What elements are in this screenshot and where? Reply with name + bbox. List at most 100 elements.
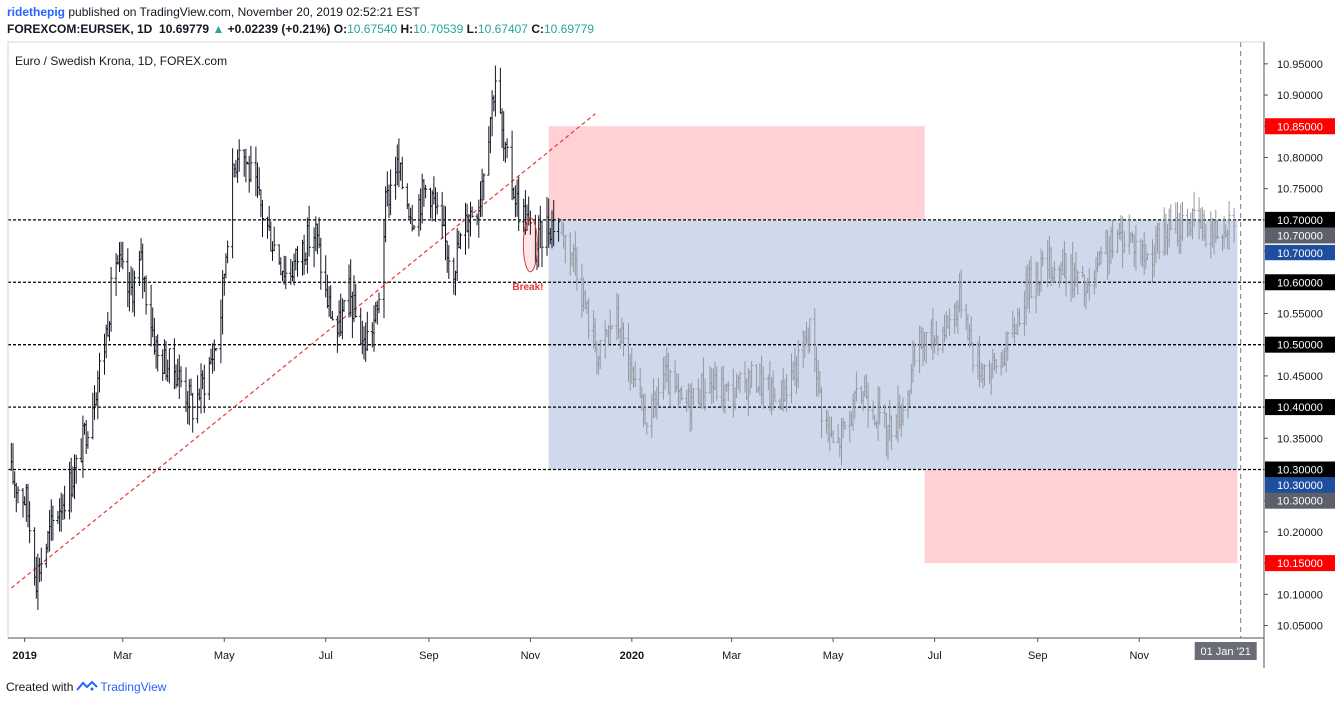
publish-text: published on TradingView.com, November 2… — [68, 5, 420, 19]
y-tick-label: 10.95000 — [1277, 59, 1323, 71]
ohlc-bar — [242, 149, 246, 177]
price-tag-box — [1265, 492, 1335, 509]
price-tag-label: 10.70000 — [1277, 248, 1323, 260]
ohlc-bar — [189, 378, 193, 396]
ohlc-bar — [144, 275, 148, 315]
close-label: C: — [531, 22, 544, 36]
ohlc-bar — [889, 415, 893, 450]
price-tag-label: 10.40000 — [1277, 402, 1323, 414]
ohlc-bar — [467, 214, 471, 249]
author-link[interactable]: ridethepig — [7, 5, 66, 19]
ohlc-bar — [610, 325, 614, 330]
low-label: L: — [466, 22, 478, 36]
x-tick-label: Sep — [1028, 650, 1048, 662]
price-tag-box — [1265, 260, 1335, 277]
ohlc-bar — [1215, 220, 1219, 240]
tradingview-link[interactable]: TradingView — [100, 680, 167, 694]
ohlc-bar — [982, 364, 987, 386]
ohlc-bar — [156, 334, 160, 372]
price-tag-box — [1265, 244, 1335, 261]
ohlc-bar — [936, 335, 940, 356]
ohlc-bar — [137, 250, 141, 286]
tradingview-logo-icon — [76, 680, 99, 695]
ohlc-bar — [545, 197, 549, 256]
ohlc-bar — [1052, 260, 1056, 284]
ohlc-bar — [761, 366, 765, 409]
ohlc-bar — [244, 148, 248, 183]
price-tag-box — [1265, 336, 1335, 353]
footer: Created with TradingView — [6, 680, 166, 695]
price-tag-box — [1265, 555, 1335, 572]
ohlc-bar — [458, 232, 463, 250]
ohlc-bar — [16, 486, 20, 504]
ohlc-bar — [48, 509, 52, 552]
ohlc-bar — [1204, 223, 1208, 247]
high-value: 10.70539 — [413, 22, 464, 36]
ohlc-bar — [294, 248, 298, 271]
ohlc-bar — [86, 431, 90, 449]
ohlc-bar — [129, 266, 133, 296]
ohlc-bar — [808, 318, 812, 353]
ohlc-bar — [284, 255, 288, 290]
price-tag-label: 10.50000 — [1277, 340, 1323, 352]
ohlc-bar — [1232, 207, 1236, 243]
price-tag-box — [1265, 227, 1335, 244]
y-tick-label: 10.55000 — [1277, 308, 1323, 320]
ohlc-bar — [109, 267, 113, 332]
ohlc-bar — [202, 364, 206, 413]
ohlc-bar — [1134, 225, 1138, 271]
history-bars — [9, 65, 561, 610]
ohlc-bar — [237, 139, 241, 172]
ohlc-bar — [971, 342, 975, 373]
ohlc-bar — [482, 173, 486, 201]
ohlc-bar — [866, 382, 870, 428]
ohlc-bar — [132, 270, 136, 317]
ohlc-bar — [668, 369, 672, 407]
ohlc-bar — [1017, 308, 1022, 327]
ohlc-bar — [703, 378, 707, 411]
x-tick-label: May — [214, 650, 235, 662]
ohlc-bar — [354, 283, 358, 318]
ohlc-bar — [63, 485, 67, 520]
price-tag-label: 10.85000 — [1277, 121, 1323, 133]
ohlc-bar — [924, 332, 928, 364]
y-tick-label: 10.75000 — [1277, 184, 1323, 196]
ohlc-bar — [84, 420, 88, 454]
ohlc-bar — [179, 366, 183, 388]
ohlc-bar — [498, 67, 502, 114]
ohlc-bar — [430, 190, 434, 222]
price-tag-label: 10.15000 — [1277, 558, 1323, 570]
ohlc-bar — [97, 352, 102, 393]
ohlc-bar — [289, 259, 293, 285]
ohlc-bar — [440, 191, 444, 239]
open-label: O: — [333, 22, 348, 36]
ohlc-bar — [114, 253, 118, 296]
ohlc-bar — [335, 315, 339, 353]
ohlc-bar — [61, 494, 65, 520]
ohlc-bar — [517, 176, 521, 231]
ohlc-bar — [1041, 251, 1045, 267]
ohlc-bar — [207, 357, 211, 400]
ohlc-bar — [330, 311, 334, 321]
ohlc-bar — [715, 366, 719, 401]
date-tag-box — [1194, 642, 1257, 660]
ohlc-bar — [28, 501, 32, 544]
ohlc-bar — [221, 270, 225, 335]
price-tag-box — [1265, 461, 1335, 478]
x-tick-label: May — [823, 650, 844, 662]
ohlc-bar — [270, 241, 275, 261]
ohlc-bar — [1157, 222, 1161, 260]
ohlc-bar — [191, 392, 195, 433]
ohlc-bar — [9, 442, 13, 471]
ohlc-bar — [878, 387, 882, 425]
ohlc-bar — [587, 298, 591, 340]
ohlc-bar — [272, 226, 276, 252]
last-price: 10.69779 — [159, 22, 210, 36]
ohlc-bar — [1122, 231, 1126, 254]
x-tick-label: 2020 — [620, 650, 644, 662]
trend-line — [10, 113, 596, 589]
price-tag-label: 10.30000 — [1277, 480, 1323, 492]
ohlc-bar — [477, 199, 481, 238]
ohlc-bar — [295, 246, 300, 277]
